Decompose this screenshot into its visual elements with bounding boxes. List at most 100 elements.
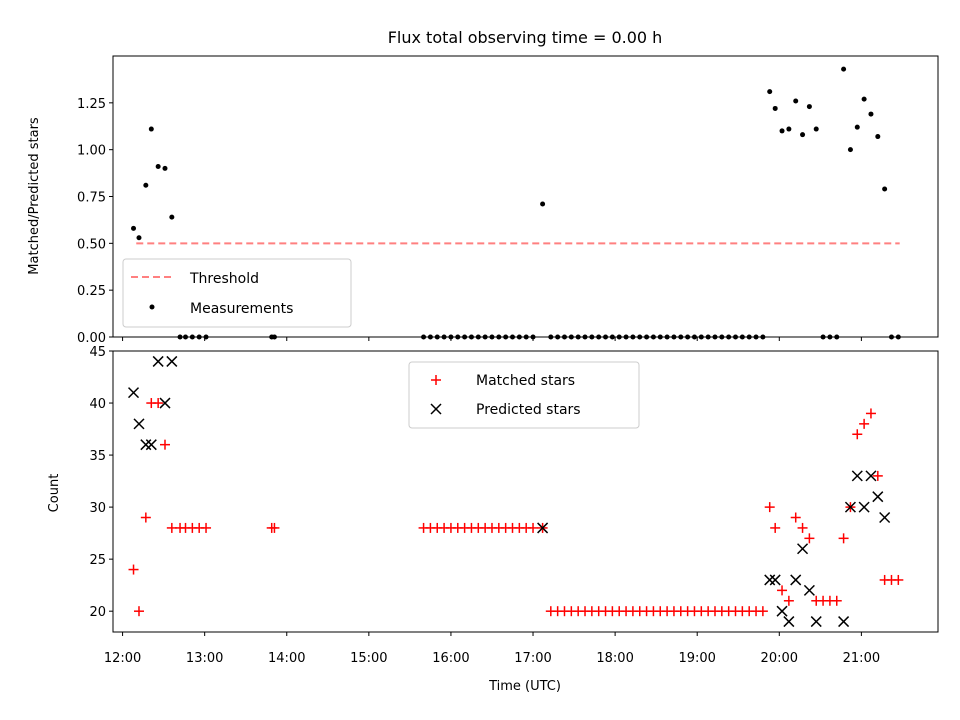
top-y-tick-label: 1.00 <box>77 144 106 159</box>
predicted-star-point <box>133 418 145 430</box>
measurement-point <box>854 124 860 130</box>
legend-threshold-label: Threshold <box>189 271 259 287</box>
measurement-point <box>131 225 137 231</box>
bottom-y-tick-label: 40 <box>89 397 106 412</box>
measurement-point <box>779 128 785 134</box>
top-y-tick-label: 1.25 <box>77 97 106 112</box>
measurement-point <box>136 235 142 241</box>
legend-predicted-label: Predicted stars <box>476 402 581 418</box>
matched-star-point <box>831 595 842 606</box>
measurement-point <box>169 214 175 220</box>
matched-star-point <box>770 522 781 533</box>
bottom-axes-frame <box>112 350 939 633</box>
measurement-point <box>772 105 778 111</box>
measurement-point <box>143 182 149 188</box>
matched-star-point <box>269 522 280 533</box>
matched-star-point <box>893 574 904 585</box>
measurement-point <box>162 165 168 171</box>
x-tick-label: 20:00 <box>761 651 798 666</box>
matched-star-point <box>790 512 801 523</box>
predicted-star-point <box>838 616 850 628</box>
legend-matched-label: Matched stars <box>476 373 575 389</box>
matched-star-point <box>528 522 539 533</box>
top-panel: 0.00 0.25 0.50 0.75 1.00 1.25 Matched/Predict… <box>27 55 939 346</box>
bottom-legend-box <box>408 361 640 429</box>
predicted-star-point <box>783 616 795 628</box>
matched-star-point <box>865 408 876 419</box>
top-legend-box <box>122 258 352 328</box>
predicted-star-point <box>127 387 140 399</box>
predicted-star-point <box>865 470 877 482</box>
x-tick-label: 17:00 <box>514 651 551 666</box>
predicted-star-point <box>879 511 891 524</box>
x-axis-label: Time (UTC) <box>488 679 561 694</box>
bottom-y-tick-label: 25 <box>89 553 106 568</box>
measurement-point <box>868 111 874 117</box>
bottom-legend: Matched stars Predicted stars <box>408 361 640 429</box>
matched-star-point <box>797 522 808 533</box>
measurement-point <box>793 98 799 104</box>
x-tick-label: 18:00 <box>596 651 633 666</box>
predicted-star-point <box>858 501 870 513</box>
x-tick-label: 16:00 <box>432 651 469 666</box>
matched-star-point <box>757 606 768 617</box>
predicted-star-point <box>159 397 171 409</box>
matched-star-point <box>852 429 863 440</box>
predicted-star-point <box>537 522 549 534</box>
measurement-point <box>847 147 853 153</box>
measurement-point <box>155 164 161 170</box>
legend-matched-marker <box>431 375 441 385</box>
legend-measurements-marker <box>149 304 155 310</box>
x-tick-label: 14:00 <box>268 651 305 666</box>
matched-star-point <box>201 522 212 533</box>
measurement-point <box>841 66 847 72</box>
legend-predicted-marker <box>430 403 442 415</box>
predicted-star-point <box>851 470 863 482</box>
measurement-point <box>882 186 888 192</box>
matched-star-point <box>140 512 151 523</box>
top-y-tick-label: 0.25 <box>77 284 106 299</box>
measurement-point <box>800 132 806 138</box>
matched-star-point <box>872 470 883 481</box>
x-tick-label: 13:00 <box>186 651 223 666</box>
top-y-tick-label: 0.75 <box>77 191 106 206</box>
predicted-star-point <box>769 574 781 586</box>
x-tick-label: 12:00 <box>104 651 141 666</box>
matched-star-point <box>128 564 139 575</box>
top-y-tick-label: 0.00 <box>77 331 106 346</box>
measurement-point <box>806 104 812 110</box>
matched-star-point <box>159 439 170 450</box>
bottom-y-tick-label: 35 <box>89 449 106 464</box>
bottom-y-tick-label: 45 <box>89 345 106 360</box>
bottom-y-tick-label: 30 <box>89 501 106 516</box>
predicted-star-point <box>776 605 788 617</box>
predicted-star-point <box>152 355 164 367</box>
matched-star-point <box>859 418 870 429</box>
matched-star-point <box>133 606 144 617</box>
predicted-star-point <box>803 584 815 596</box>
x-tick-label: 21:00 <box>843 651 880 666</box>
predicted-star-point <box>166 355 178 367</box>
bottom-y-axis-label: Count <box>47 474 62 513</box>
top-y-axis-label: Matched/Predicted stars <box>27 117 42 275</box>
predicted-star-point <box>872 491 884 503</box>
matched-star-point <box>764 502 775 513</box>
predicted-star-point <box>764 574 776 586</box>
measurement-point <box>767 89 773 95</box>
measurement-point <box>540 201 546 207</box>
matched-star-point <box>153 398 164 409</box>
top-y-tick-label: 0.50 <box>77 237 106 252</box>
predicted-star-point <box>140 439 152 451</box>
measurement-point <box>861 96 867 102</box>
predicted-star-point <box>810 616 822 628</box>
predicted-star-point <box>790 574 802 586</box>
measurement-point <box>148 126 154 132</box>
legend-measurements-label: Measurements <box>190 301 293 317</box>
chart-title: Flux total observing time = 0.00 h <box>388 28 663 47</box>
measurement-point <box>875 134 881 140</box>
bottom-y-tick-label: 20 <box>89 605 106 620</box>
bottom-panel: 12:00 13:00 14:00 15:00 16:00 17:00 18:00 19:00… <box>47 345 939 694</box>
x-tick-label: 19:00 <box>678 651 715 666</box>
